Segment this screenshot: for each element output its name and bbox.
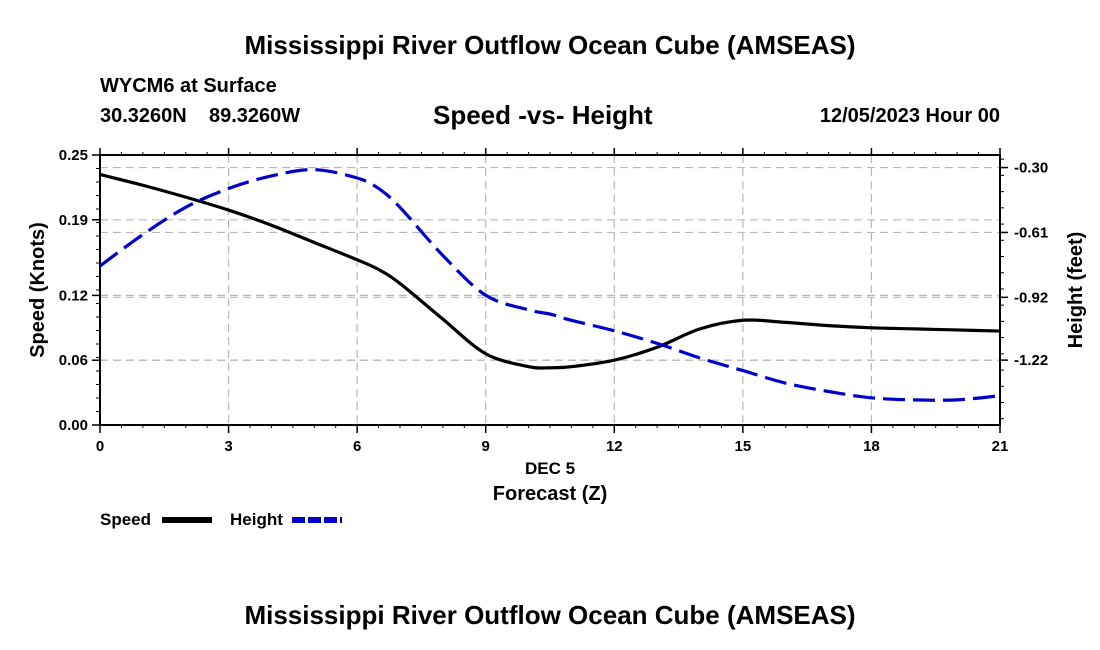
chart-title: Speed -vs- Height [433, 100, 653, 130]
y-left-tick-label: 0.12 [59, 287, 88, 304]
y-right-tick-label: -0.61 [1014, 224, 1048, 241]
y-left-tick-label: 0.06 [59, 352, 88, 369]
footer-title: Mississippi River Outflow Ocean Cube (AM… [244, 600, 856, 630]
speed-height-chart: 0 3 6 9 12 15 18 21 0.25 0.19 0.12 0.06 0.00 -0.30 -0.… [27, 147, 1087, 529]
series [99, 168, 1001, 402]
y-left-tick-label: 0.25 [59, 147, 88, 164]
grid [100, 155, 1000, 425]
y-left-title: Speed (Knots) [27, 222, 49, 358]
series-line-height [99, 168, 1001, 402]
x-tick-label: 15 [735, 438, 752, 455]
x-axis-title: Forecast (Z) [493, 483, 607, 505]
y-right-tick-label: -0.92 [1014, 289, 1048, 306]
coords-lon: 89.3260W [209, 105, 301, 127]
date-time: 12/05/2023 Hour 00 [819, 105, 1000, 127]
y-right-title: Height (feet) [1065, 232, 1087, 349]
x-tick-label: 12 [606, 438, 623, 455]
y-left-tick-label: 0.00 [59, 417, 88, 434]
coords-lat: 30.3260N [100, 105, 187, 127]
x-tick-label: 9 [482, 438, 490, 455]
ticks [92, 148, 1008, 433]
x-tick-label: 3 [224, 438, 232, 455]
tick-labels: 0 3 6 9 12 15 18 21 0.25 0.19 0.12 0.06 0.00 -0.30 -0.… [59, 147, 1048, 455]
legend-label-height: Height [230, 510, 283, 529]
x-tick-label: 0 [96, 438, 104, 455]
x-sublabel: DEC 5 [525, 459, 575, 478]
x-tick-label: 18 [863, 438, 880, 455]
x-tick-label: 21 [992, 438, 1009, 455]
legend-label-speed: Speed [100, 510, 151, 529]
x-tick-label: 6 [353, 438, 361, 455]
y-right-tick-label: -0.30 [1014, 160, 1048, 177]
station-label: WYCM6 at Surface [100, 75, 277, 97]
y-right-tick-label: -1.22 [1014, 352, 1048, 369]
plot-frame [99, 154, 1001, 426]
series-line-speed [99, 172, 1001, 370]
y-left-tick-label: 0.19 [59, 212, 88, 229]
main-title: Mississippi River Outflow Ocean Cube (AM… [244, 30, 856, 60]
legend: Speed Height [100, 510, 342, 529]
